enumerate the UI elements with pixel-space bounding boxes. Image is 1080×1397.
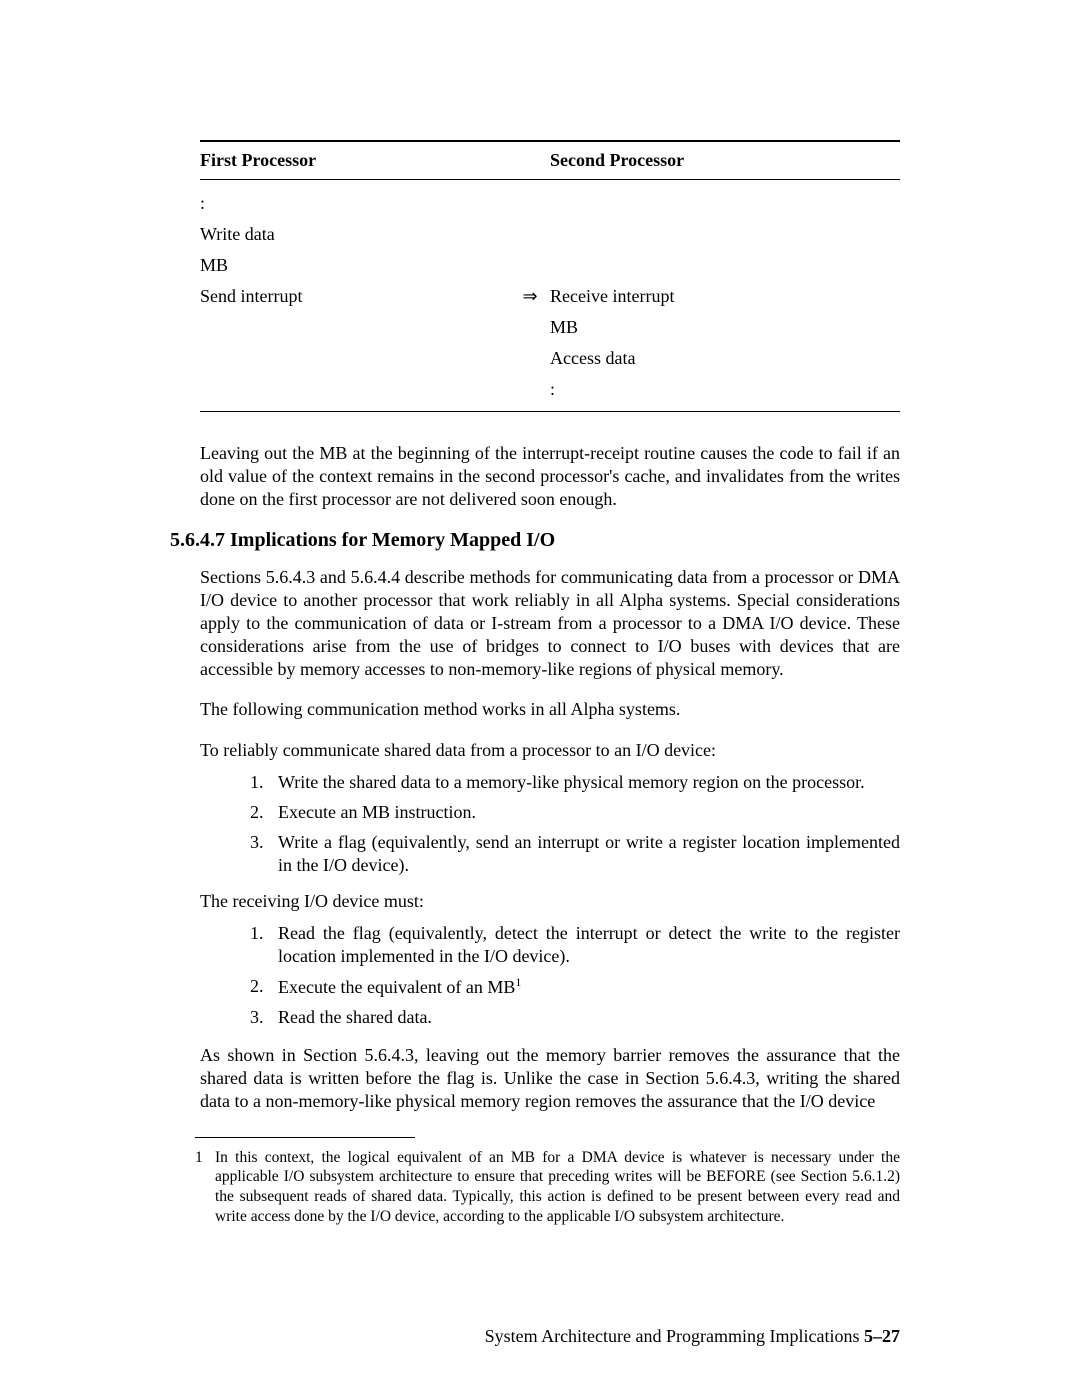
- footnote: 1 In this context, the logical equivalen…: [195, 1148, 900, 1227]
- footnote-ref: 1: [515, 975, 521, 989]
- footnote-text: In this context, the logical equivalent …: [215, 1148, 900, 1227]
- table-header: First Processor Second Processor: [200, 142, 900, 180]
- section-heading: 5.6.4.7 Implications for Memory Mapped I…: [170, 529, 900, 552]
- processor-table: First Processor Second Processor : Write…: [200, 140, 900, 412]
- cell: [510, 348, 550, 369]
- list-text: Read the flag (equivalently, detect the …: [278, 922, 900, 968]
- list-text-inner: Execute the equivalent of an MB: [278, 977, 515, 997]
- cell: [510, 224, 550, 245]
- page-footer: System Architecture and Programming Impl…: [485, 1326, 900, 1347]
- list-text: Execute an MB instruction.: [278, 801, 900, 824]
- table-row: :: [200, 374, 900, 405]
- cell: [200, 317, 510, 338]
- cell: [510, 193, 550, 214]
- header-col1: First Processor: [200, 150, 510, 171]
- cell: MB: [550, 317, 578, 338]
- list-number: 2.: [250, 801, 278, 824]
- footnote-rule: [195, 1137, 415, 1138]
- list-number: 3.: [250, 831, 278, 877]
- cell: [200, 348, 510, 369]
- list-item: 1. Write the shared data to a memory-lik…: [250, 771, 900, 794]
- paragraph-6: As shown in Section 5.6.4.3, leaving out…: [200, 1044, 900, 1113]
- ordered-list-2: 1. Read the flag (equivalently, detect t…: [250, 922, 900, 1029]
- list-number: 3.: [250, 1006, 278, 1029]
- cell: [510, 255, 550, 276]
- table-row: MB: [200, 250, 900, 281]
- table-body: : Write data MB Send interrupt ⇒ Receive…: [200, 180, 900, 411]
- paragraph-1: Leaving out the MB at the beginning of t…: [200, 442, 900, 511]
- cell: Access data: [550, 348, 635, 369]
- table-row: Access data: [200, 343, 900, 374]
- cell: Write data: [200, 224, 510, 245]
- cell: Receive interrupt: [550, 286, 674, 307]
- list-item: 1. Read the flag (equivalently, detect t…: [250, 922, 900, 968]
- paragraph-4: To reliably communicate shared data from…: [200, 740, 900, 761]
- ordered-list-1: 1. Write the shared data to a memory-lik…: [250, 771, 900, 877]
- paragraph-3: The following communication method works…: [200, 699, 900, 720]
- list-text: Write the shared data to a memory-like p…: [278, 771, 900, 794]
- footer-text: System Architecture and Programming Impl…: [485, 1326, 864, 1346]
- list-number: 2.: [250, 975, 278, 999]
- page-number: 5–27: [864, 1326, 900, 1346]
- table-row: MB: [200, 312, 900, 343]
- table-row: Send interrupt ⇒ Receive interrupt: [200, 281, 900, 312]
- cell: [510, 379, 550, 400]
- table-row: :: [200, 188, 900, 219]
- list-item: 3. Read the shared data.: [250, 1006, 900, 1029]
- arrow-icon: ⇒: [510, 286, 550, 307]
- list-item: 3. Write a flag (equivalently, send an i…: [250, 831, 900, 877]
- list-text: Read the shared data.: [278, 1006, 900, 1029]
- list-text: Write a flag (equivalently, send an inte…: [278, 831, 900, 877]
- header-col2: [510, 150, 550, 171]
- page-content: First Processor Second Processor : Write…: [200, 140, 900, 1227]
- cell: [200, 379, 510, 400]
- list-number: 1.: [250, 922, 278, 968]
- cell: [510, 317, 550, 338]
- footnote-number: 1: [195, 1148, 215, 1227]
- list-text: Execute the equivalent of an MB1: [278, 975, 900, 999]
- list-item: 2. Execute an MB instruction.: [250, 801, 900, 824]
- paragraph-2: Sections 5.6.4.3 and 5.6.4.4 describe me…: [200, 566, 900, 681]
- list-item: 2. Execute the equivalent of an MB1: [250, 975, 900, 999]
- paragraph-5: The receiving I/O device must:: [200, 891, 900, 912]
- list-number: 1.: [250, 771, 278, 794]
- cell: :: [550, 379, 555, 400]
- cell: MB: [200, 255, 510, 276]
- table-row: Write data: [200, 219, 900, 250]
- cell: Send interrupt: [200, 286, 510, 307]
- header-col3: Second Processor: [550, 150, 684, 171]
- cell: :: [200, 193, 510, 214]
